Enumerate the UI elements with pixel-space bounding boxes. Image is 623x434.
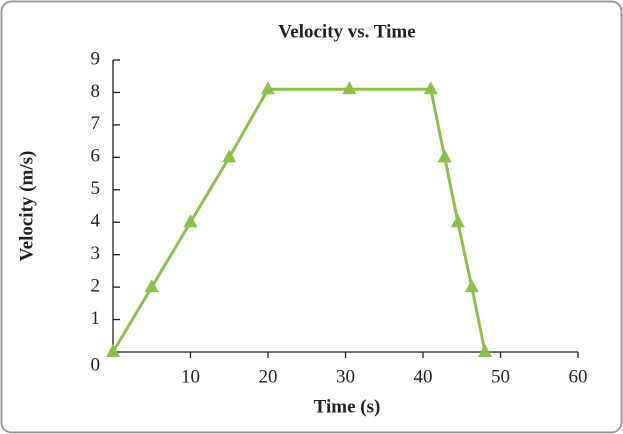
chart-title: Velocity vs. Time [278, 21, 415, 42]
data-point [342, 81, 357, 95]
x-tick-label: 30 [336, 366, 355, 387]
x-tick-label: 50 [491, 366, 510, 387]
y-tick-label: 6 [91, 146, 101, 167]
y-tick-label: 1 [91, 308, 101, 329]
data-point [261, 81, 275, 95]
data-point [450, 214, 465, 228]
data-point [222, 149, 237, 163]
data-point [106, 344, 120, 357]
data-point [423, 81, 438, 95]
data-point [464, 279, 479, 293]
y-tick-label: 0 [91, 354, 101, 375]
y-axis-label: Velocity (m/s) [16, 151, 37, 262]
x-tick-label: 20 [259, 366, 278, 387]
data-point [144, 279, 159, 293]
y-tick-label: 8 [91, 81, 101, 102]
y-tick-label: 9 [91, 48, 101, 69]
x-tick-label: 10 [181, 366, 200, 387]
x-tick-label: 60 [569, 366, 588, 387]
y-tick-label: 5 [91, 178, 101, 199]
y-tick-label: 3 [91, 243, 101, 264]
x-tick-label: 40 [414, 366, 433, 387]
x-axis-label: Time (s) [314, 396, 381, 417]
y-tick-label: 7 [91, 113, 101, 134]
data-point [183, 214, 198, 228]
y-tick-label: 2 [91, 275, 101, 296]
data-point [478, 344, 492, 357]
data-point [437, 149, 452, 163]
y-tick-label: 4 [91, 211, 101, 232]
